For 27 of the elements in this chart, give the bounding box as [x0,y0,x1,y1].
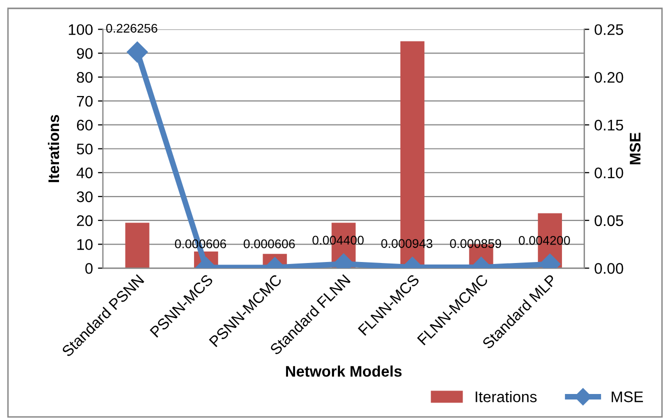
data-label: 0.226256 [106,24,158,33]
y-tick-label: 80 [76,72,93,83]
y2-tick-label: 0.05 [594,215,624,226]
y2-tick-label: 0.20 [594,72,624,83]
bar [125,222,150,268]
y-tick-label: 60 [76,120,93,131]
data-label: 0.000943 [381,239,432,248]
y-tick-label: 20 [76,215,93,226]
y-axis-title: Iterations [48,114,60,182]
y-tick-label: 0 [85,263,93,274]
y2-tick-label: 0.15 [594,120,624,131]
y-tick-label: 100 [68,24,93,36]
y2-tick-label: 0.10 [594,167,624,178]
x-axis-title: Network Models [286,366,402,377]
data-label: 0.000606 [244,239,295,248]
y2-axis-title: MSE [630,132,641,164]
legend-label: MSE [612,391,643,402]
y-tick-label: 70 [76,96,93,107]
y2-tick-label: 0.00 [594,263,624,274]
y2-tick-label: 0.25 [594,24,624,36]
y-tick-label: 30 [76,191,93,202]
legend-label: Iterations [476,391,537,402]
y-tick-label: 50 [76,144,93,154]
y-tick-label: 90 [76,48,93,59]
y-tick-label: 40 [76,167,93,178]
data-label: 0.000859 [450,239,502,248]
y-tick-label: 10 [77,239,93,250]
